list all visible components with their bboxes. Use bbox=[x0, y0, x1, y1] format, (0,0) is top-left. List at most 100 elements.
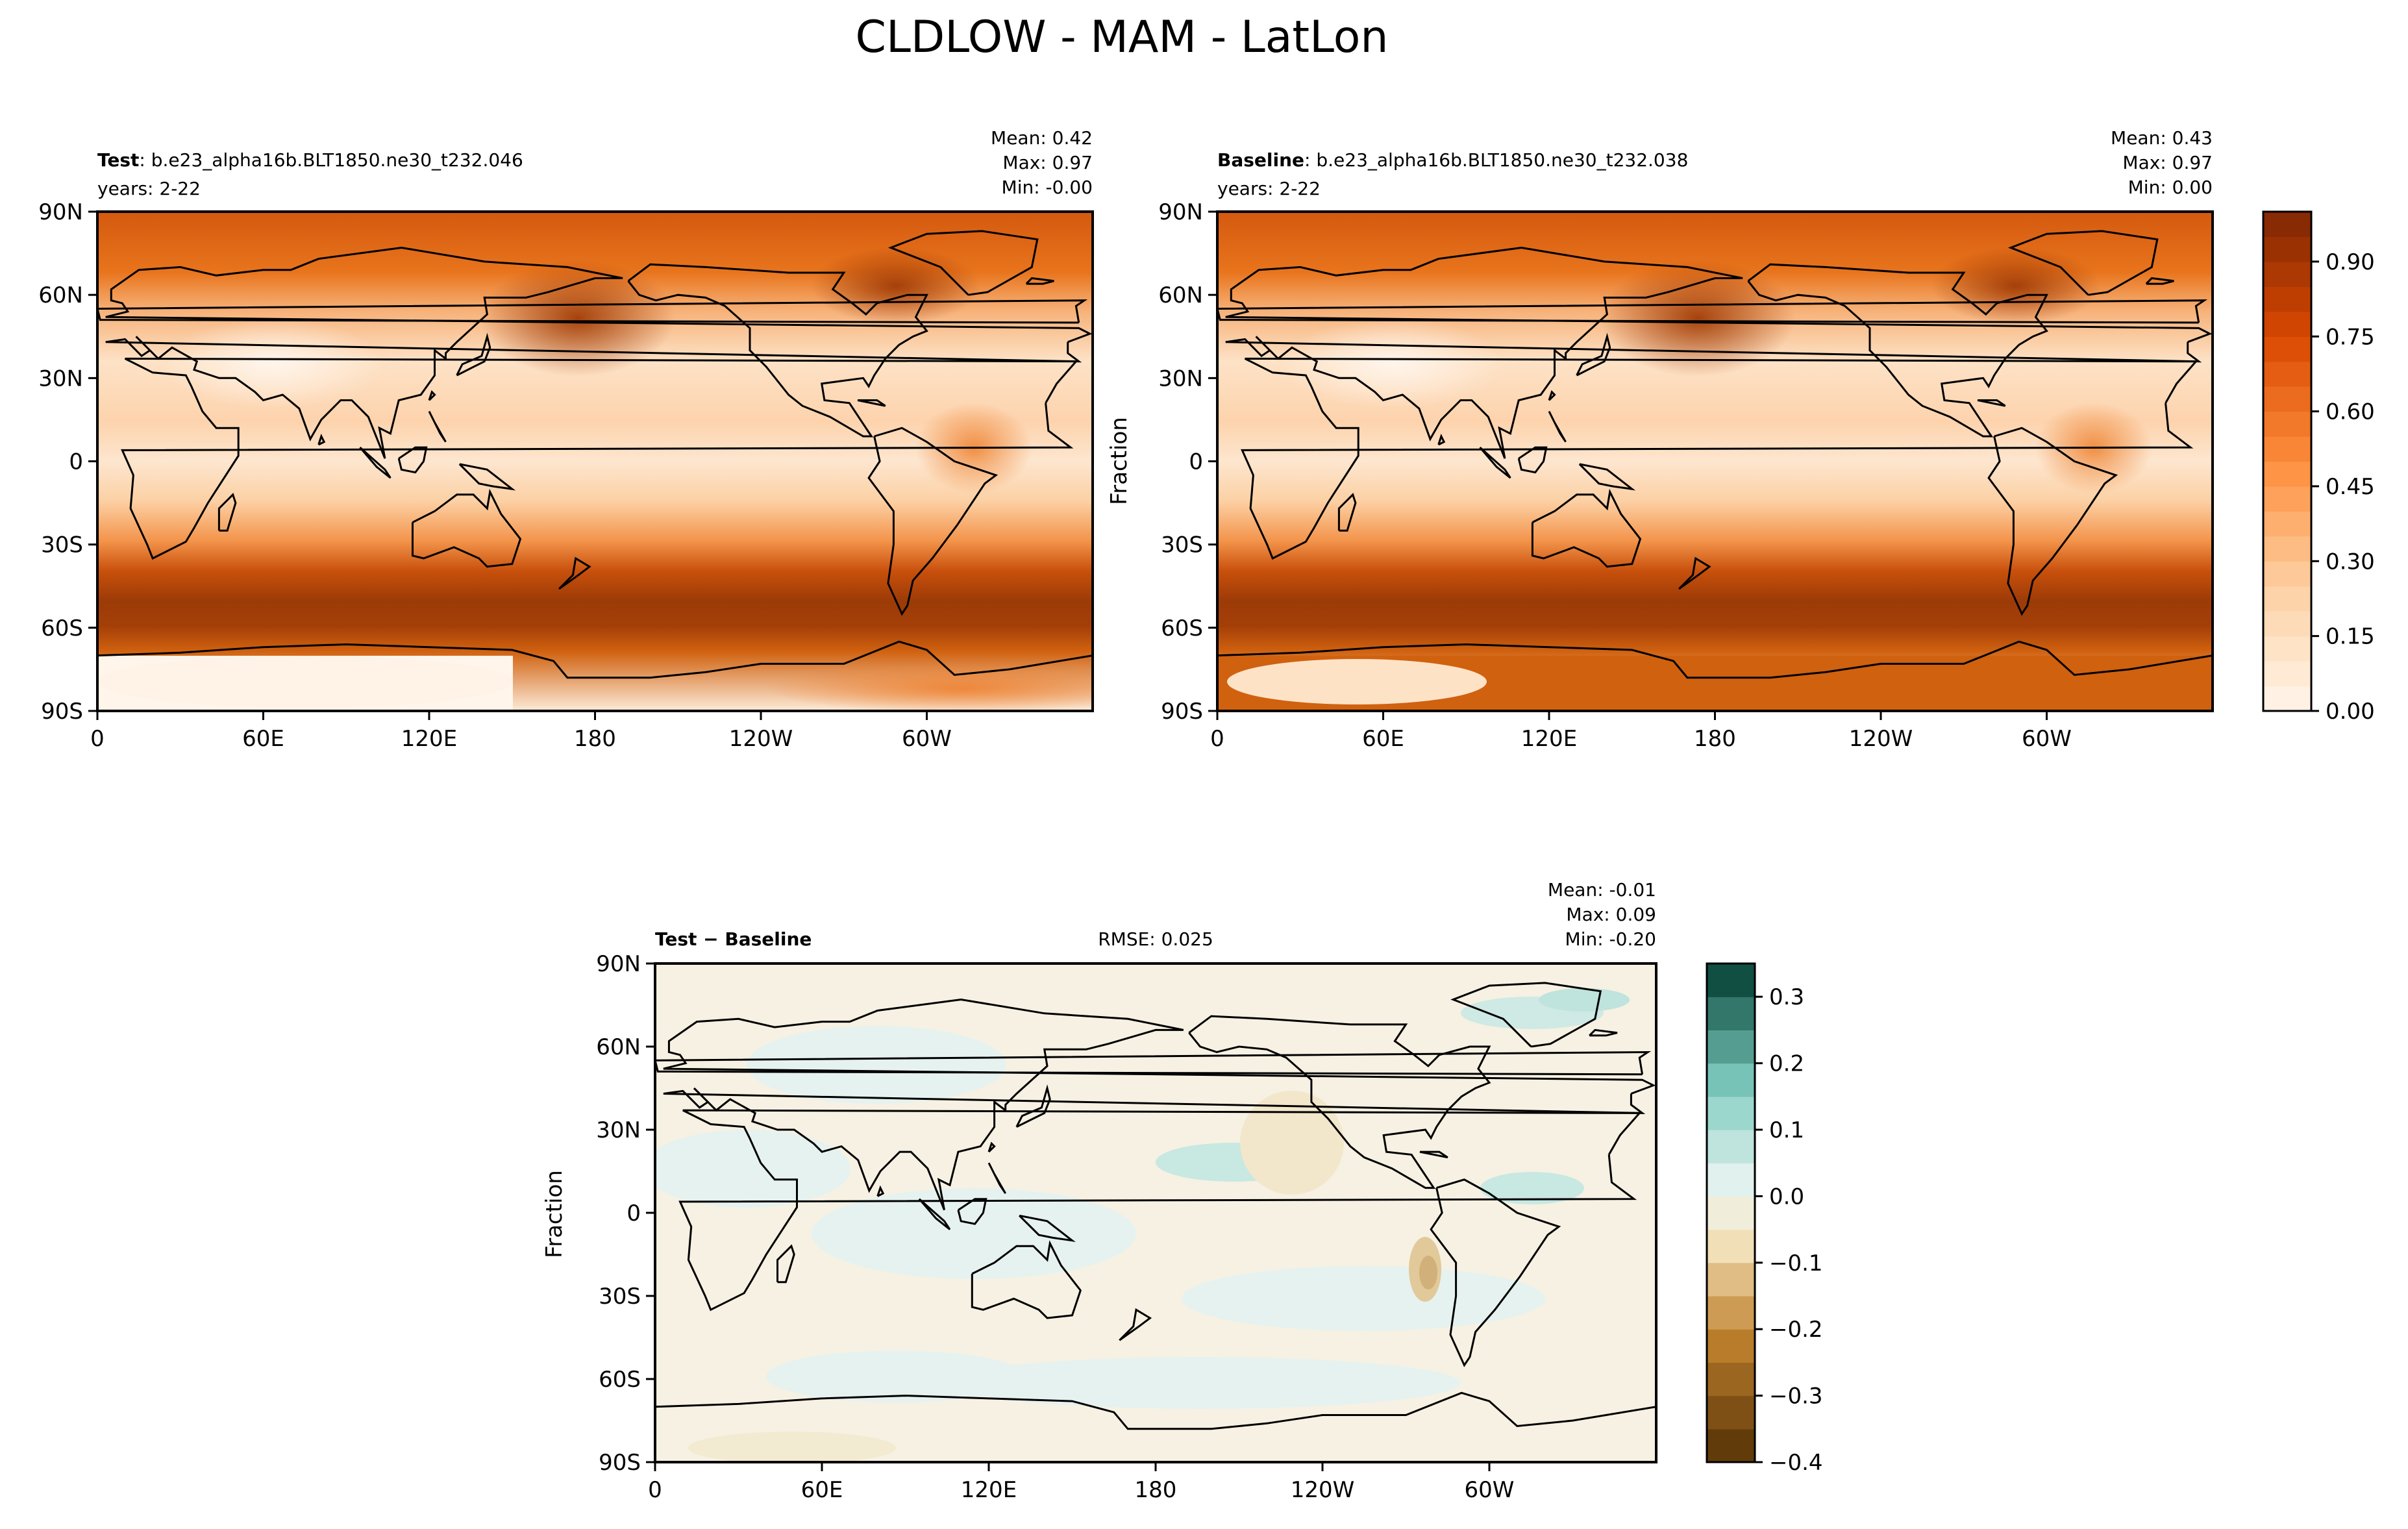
colorbar-level bbox=[1707, 1362, 1755, 1397]
coastline-segment bbox=[1188, 1015, 1491, 1189]
baseline-field bbox=[1217, 212, 2213, 711]
coastline-segment bbox=[1430, 1178, 1561, 1367]
difference-field bbox=[655, 963, 1656, 1462]
coastline-segment bbox=[887, 230, 1039, 296]
colorbar-level bbox=[2263, 286, 2311, 312]
coastline-segment bbox=[97, 299, 1088, 324]
y-tick-label: 0 bbox=[627, 1200, 641, 1226]
x-tick-label: 0 bbox=[1210, 726, 1224, 752]
coastline-segment bbox=[987, 1141, 996, 1153]
baseline-axes: 0 60E 120E 180 120W 60W 90N 60N 30N 0 30S 60S 90S bbox=[1158, 199, 2072, 752]
colorbar-level bbox=[1707, 997, 1755, 1030]
coastline-segment bbox=[1240, 357, 2198, 560]
test-label: Test bbox=[97, 149, 139, 171]
baseline-case-name: : b.e23_alpha16b.BLT1850.ne30_t232.038 bbox=[1304, 149, 1688, 171]
coastline-segment bbox=[1747, 263, 2048, 438]
x-tick-label: 120E bbox=[1521, 726, 1577, 752]
test-axes: 0 60E 120E 180 120W 60W 90N 60N 30N 0 30S 60S 90S bbox=[38, 199, 952, 752]
baseline-coastlines bbox=[1217, 230, 2213, 679]
x-tick-label: 60E bbox=[1362, 726, 1404, 752]
x-tick-label: 120E bbox=[961, 1477, 1017, 1503]
coastline-segment bbox=[97, 640, 1093, 679]
coastline-segment bbox=[1225, 246, 2213, 459]
baseline-label: Baseline bbox=[1217, 149, 1304, 171]
difference-axes: 0 60E 120E 180 120W 60W 90N 60N 30N 0 30S 60S 90S bbox=[596, 951, 1514, 1503]
coastline-segment bbox=[120, 357, 1078, 560]
coastline-segment bbox=[655, 1050, 1652, 1076]
y-tick-label: 30N bbox=[1158, 366, 1203, 392]
baseline-panel: 0 60E 120E 180 120W 60W 90N 60N 30N 0 30S 60S 90S Fr… bbox=[1106, 127, 2214, 752]
colorbar-level bbox=[1707, 963, 1755, 997]
y-tick-label: 30S bbox=[1161, 532, 1203, 558]
difference-ylabel: Fraction bbox=[541, 1170, 567, 1258]
baseline-min: Min: 0.00 bbox=[2128, 177, 2213, 198]
x-tick-label: 60W bbox=[902, 726, 952, 752]
colorbar-level bbox=[1707, 1395, 1755, 1430]
coastline-segment bbox=[1437, 434, 1446, 446]
coastline-segment bbox=[627, 263, 928, 438]
y-tick-label: 90S bbox=[41, 699, 83, 725]
colorbar-tick-label: 0.0 bbox=[1769, 1184, 1804, 1210]
x-tick-label: 180 bbox=[1694, 726, 1736, 752]
coastline-segment bbox=[1517, 446, 1548, 474]
coastline-segment bbox=[2007, 230, 2159, 296]
difference-mean: Mean: -0.01 bbox=[1548, 879, 1656, 901]
y-tick-label: 30S bbox=[599, 1284, 641, 1310]
test-max: Max: 0.97 bbox=[1002, 152, 1093, 173]
colorbar-level bbox=[2263, 311, 2311, 337]
colorbar-level bbox=[2263, 461, 2311, 487]
x-tick-label: 120W bbox=[1849, 726, 1913, 752]
coastline-segment bbox=[957, 1198, 987, 1225]
y-tick-label: 90N bbox=[596, 951, 641, 977]
y-tick-label: 60N bbox=[1158, 282, 1203, 308]
x-tick-label: 180 bbox=[574, 726, 616, 752]
y-tick-label: 90S bbox=[599, 1450, 641, 1476]
colorbar-level bbox=[2263, 236, 2311, 262]
colorbar-level bbox=[2263, 411, 2311, 437]
colorbar-tick-label: 0.60 bbox=[2326, 399, 2375, 425]
colorbar-level bbox=[2263, 336, 2311, 362]
coastline-segment bbox=[217, 493, 237, 532]
y-tick-label: 60N bbox=[38, 282, 83, 308]
colorbar-tick-label: −0.1 bbox=[1769, 1250, 1823, 1276]
x-tick-label: 60W bbox=[2022, 726, 2072, 752]
colorbar-level bbox=[1707, 1296, 1755, 1330]
colorbar-level bbox=[1707, 1329, 1755, 1363]
colorbar-level bbox=[2263, 561, 2311, 587]
coastline-segment bbox=[1548, 390, 1556, 401]
coastline-segment bbox=[655, 1391, 1656, 1430]
svg-text:Baseline: b.e23_alpha16b.BLT18: Baseline: b.e23_alpha16b.BLT1850.ne30_t2… bbox=[1217, 149, 1688, 171]
coastline-segment bbox=[412, 488, 522, 568]
coastline-segment bbox=[918, 1198, 951, 1230]
colorbar-level bbox=[2263, 212, 2311, 238]
x-tick-label: 120W bbox=[729, 726, 793, 752]
colorbar-level bbox=[1707, 1262, 1755, 1297]
coastline-segment bbox=[359, 446, 391, 479]
colorbar-tick-label: 0.75 bbox=[2326, 324, 2375, 350]
colorbar-level bbox=[1707, 1229, 1755, 1263]
coastline-segment bbox=[558, 556, 591, 590]
colorbar-tick-label: 0.3 bbox=[1769, 984, 1804, 1010]
figure-title: CLDLOW - MAM - LatLon bbox=[856, 12, 1389, 63]
colorbar-tick-label: −0.3 bbox=[1769, 1384, 1823, 1410]
x-tick-label: 0 bbox=[648, 1477, 662, 1503]
colorbar-level bbox=[1707, 1130, 1755, 1163]
y-tick-label: 0 bbox=[1189, 449, 1203, 475]
colorbar-tick-label: −0.2 bbox=[1769, 1317, 1823, 1343]
difference-rmse: RMSE: 0.025 bbox=[1098, 928, 1213, 950]
coastline-segment bbox=[1337, 493, 1357, 532]
x-tick-label: 180 bbox=[1135, 1477, 1177, 1503]
y-tick-label: 60S bbox=[41, 615, 83, 641]
y-tick-label: 30N bbox=[596, 1117, 641, 1143]
baseline-ylabel: Fraction bbox=[1106, 417, 1132, 505]
coastline-segment bbox=[1576, 332, 1611, 377]
colorbar-level bbox=[2263, 511, 2311, 537]
coastline-segment bbox=[317, 434, 326, 446]
colorbar-tick-label: 0.90 bbox=[2326, 249, 2375, 275]
y-tick-label: 90S bbox=[1161, 699, 1203, 725]
coastline-segment bbox=[987, 1162, 1007, 1194]
colorbar-tick-label: 0.2 bbox=[1769, 1051, 1804, 1077]
colorbar-level bbox=[2263, 486, 2311, 512]
colorbar-level bbox=[2263, 686, 2311, 712]
